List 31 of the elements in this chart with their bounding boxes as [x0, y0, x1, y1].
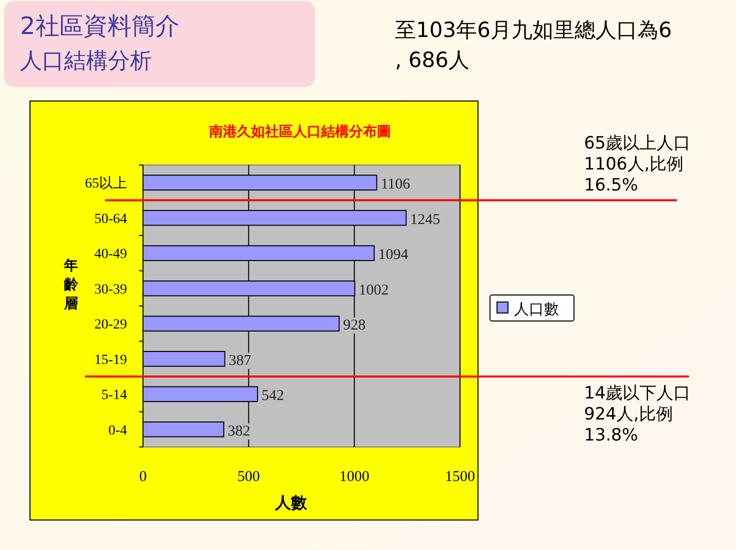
data-label: 1245: [410, 212, 440, 228]
data-label: 1106: [380, 176, 411, 193]
bar: [142, 421, 224, 438]
x-axis-title: 人數: [274, 493, 308, 512]
text: 至103年6月九如里總人口為6, 686人: [395, 18, 672, 72]
y-tick-label: 30-39: [94, 282, 127, 298]
y-tick-label: 40-49: [94, 247, 127, 262]
data-label: 542: [262, 388, 284, 404]
ref-line-label: 65歲以上人口 1106人,比例 16.5%: [584, 133, 691, 196]
y-axis-title: 年齡層: [63, 258, 79, 312]
data-label: 382: [228, 423, 250, 440]
legend-label: 人口數: [514, 300, 559, 318]
x-tick-label: 1500: [445, 469, 475, 485]
y-tick-label: 50-64: [94, 212, 127, 227]
bar: [142, 350, 226, 367]
y-tick-label: 20-29: [94, 318, 127, 333]
y-tick-label: 0-4: [108, 423, 127, 438]
y-tick-label: 65以上: [85, 176, 127, 192]
data-label: 928: [343, 318, 366, 334]
data-label: 387: [228, 352, 252, 369]
x-tick-label: 1000: [339, 469, 370, 485]
x-tick-label: 500: [237, 469, 260, 485]
data-label: 1002: [358, 282, 389, 298]
x-tick-label: 0: [139, 469, 147, 485]
y-tick-label: 15-19: [94, 352, 127, 368]
text: 2社區資料簡介: [20, 12, 180, 40]
ref-line-label: 14歲以下人口 924人,比例 13.8%: [584, 384, 691, 446]
y-tick-label: 5-14: [101, 388, 127, 404]
text: 人口結構分析: [20, 49, 152, 74]
data-label: 1094: [378, 247, 409, 264]
chart-title: 南港久如社區人口結構分布圖: [208, 124, 391, 140]
